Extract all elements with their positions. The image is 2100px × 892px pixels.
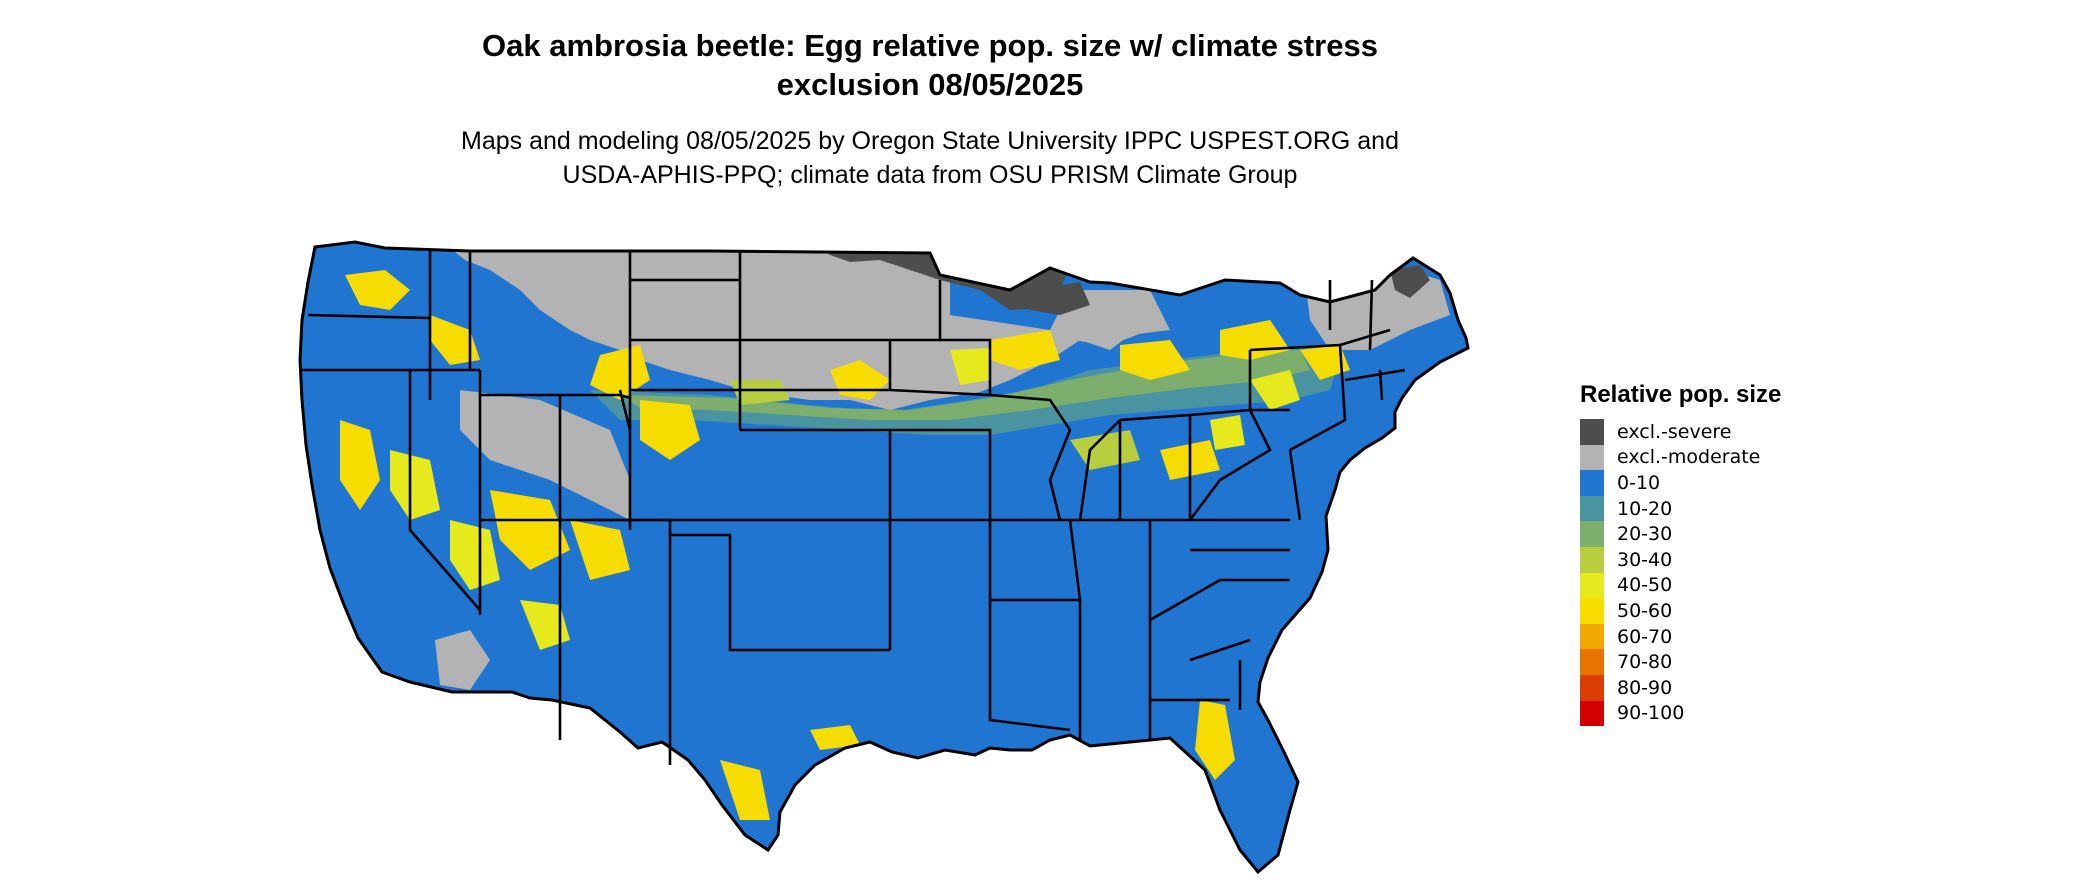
legend-label: excl.-moderate	[1617, 446, 1761, 469]
map-subtitle: Maps and modeling 08/05/2025 by Oregon S…	[0, 124, 1860, 192]
legend-swatch	[1580, 649, 1604, 675]
legend-label: 20-30	[1617, 523, 1673, 546]
map-subtitle-line-1: Maps and modeling 08/05/2025 by Oregon S…	[461, 127, 1399, 155]
us-map	[290, 220, 1570, 890]
legend-label: 40-50	[1617, 574, 1673, 597]
legend-item-30-40: 30-40	[1580, 546, 1960, 573]
state-borders	[300, 251, 1406, 765]
legend-item-70-80: 70-80	[1580, 649, 1960, 675]
legend-item-80-90: 80-90	[1580, 674, 1960, 701]
map-zones	[340, 242, 1450, 820]
legend-swatch	[1580, 674, 1604, 701]
legend-swatch	[1580, 495, 1604, 522]
legend-item-50-60: 50-60	[1580, 598, 1960, 624]
legend-swatch	[1580, 444, 1604, 471]
legend-swatch	[1580, 623, 1604, 650]
legend-item-20-30: 20-30	[1580, 521, 1960, 547]
legend-item-90-100: 90-100	[1580, 700, 1960, 727]
legend-items: excl.-severe excl.-moderate 0-10 10-20 2…	[1580, 419, 1960, 727]
us-map-svg	[298, 240, 1470, 874]
legend: Relative pop. size excl.-severe excl.-mo…	[1580, 380, 1960, 727]
legend-label: 70-80	[1617, 651, 1673, 674]
legend-item-10-20: 10-20	[1580, 495, 1960, 522]
legend-label: 30-40	[1617, 548, 1673, 571]
legend-swatch	[1580, 572, 1604, 599]
legend-label: 90-100	[1617, 702, 1685, 725]
legend-label: 0-10	[1617, 471, 1661, 494]
legend-label: excl.-severe	[1617, 420, 1732, 443]
legend-label: 50-60	[1617, 599, 1673, 622]
legend-item-excl-severe: excl.-severe	[1580, 419, 1960, 445]
map-title-line-2: exclusion 08/05/2025	[776, 67, 1084, 102]
legend-item-40-50: 40-50	[1580, 572, 1960, 599]
legend-swatch	[1580, 598, 1604, 624]
legend-label: 60-70	[1617, 625, 1673, 648]
map-subtitle-line-2: USDA-APHIS-PPQ; climate data from OSU PR…	[562, 161, 1298, 189]
map-title-line-1: Oak ambrosia beetle: Egg relative pop. s…	[482, 28, 1378, 63]
legend-label: 10-20	[1617, 497, 1673, 520]
legend-item-excl-moderate: excl.-moderate	[1580, 444, 1960, 471]
legend-label: 80-90	[1617, 676, 1673, 699]
legend-swatch	[1580, 521, 1604, 547]
legend-swatch	[1580, 546, 1604, 573]
legend-title: Relative pop. size	[1580, 381, 1782, 408]
legend-item-0-10: 0-10	[1580, 470, 1960, 496]
legend-swatch	[1580, 700, 1604, 727]
legend-item-60-70: 60-70	[1580, 623, 1960, 650]
map-title: Oak ambrosia beetle: Egg relative pop. s…	[0, 26, 1860, 104]
legend-swatch	[1580, 419, 1604, 445]
legend-swatch	[1580, 470, 1604, 496]
